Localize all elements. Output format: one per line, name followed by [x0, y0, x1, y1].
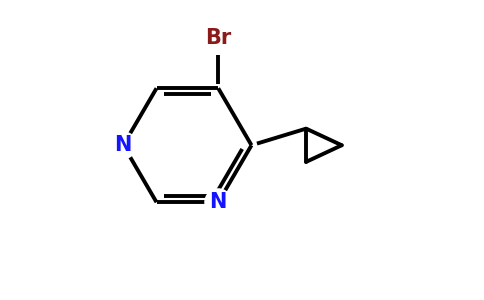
Text: N: N — [115, 135, 132, 155]
Text: Br: Br — [205, 28, 231, 48]
Text: N: N — [210, 192, 227, 212]
Circle shape — [110, 132, 136, 158]
Circle shape — [205, 189, 231, 215]
